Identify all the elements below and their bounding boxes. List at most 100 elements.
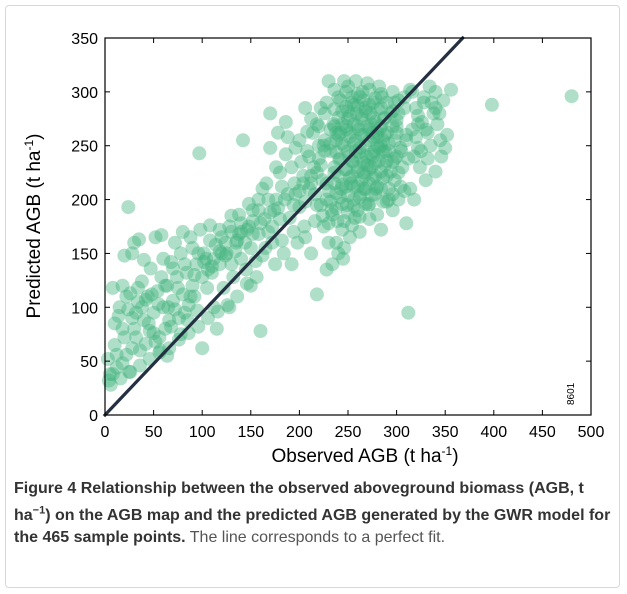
data-point — [166, 293, 180, 308]
data-point — [183, 289, 198, 304]
data-point — [349, 106, 364, 121]
data-point — [210, 304, 225, 319]
data-point — [277, 192, 292, 207]
data-point — [358, 104, 373, 119]
data-point — [183, 230, 198, 245]
data-point — [166, 261, 180, 276]
data-point — [143, 261, 158, 276]
data-point — [350, 203, 365, 218]
data-point — [160, 278, 175, 293]
data-point — [222, 300, 237, 315]
data-point — [132, 232, 146, 247]
data-point — [321, 216, 336, 231]
data-point — [212, 257, 227, 272]
data-point — [323, 122, 338, 137]
data-point — [339, 99, 354, 114]
data-point — [379, 153, 394, 168]
data-point — [418, 173, 433, 188]
data-point — [224, 257, 239, 272]
data-point — [197, 255, 212, 269]
data-point — [341, 188, 355, 203]
data-point — [356, 165, 371, 180]
data-point — [376, 145, 390, 160]
data-point — [327, 176, 342, 191]
data-point — [333, 125, 348, 140]
data-point — [117, 248, 132, 263]
data-point — [420, 125, 435, 140]
data-point — [389, 119, 404, 134]
data-point — [375, 90, 389, 105]
data-point — [418, 122, 433, 137]
data-point — [311, 138, 326, 153]
data-point — [352, 190, 367, 205]
y-tick-label: 100 — [71, 300, 98, 317]
data-point — [169, 270, 184, 285]
data-point — [409, 101, 423, 115]
data-point — [168, 302, 182, 317]
data-point — [181, 298, 196, 313]
data-point — [416, 90, 431, 105]
caption-title: Figure 4 Relationship between the observ… — [14, 480, 611, 547]
data-point — [234, 224, 249, 239]
data-point — [278, 115, 293, 129]
data-point — [368, 187, 383, 202]
data-point — [370, 179, 385, 194]
data-point — [342, 230, 357, 245]
data-point — [287, 176, 302, 191]
data-point — [265, 235, 280, 250]
data-point — [436, 93, 451, 108]
data-point — [329, 235, 344, 250]
data-point — [363, 106, 378, 121]
data-point — [342, 130, 357, 145]
data-point — [179, 265, 194, 280]
data-point — [164, 319, 179, 334]
data-point — [224, 208, 239, 223]
y-tick-label: 150 — [71, 246, 98, 263]
data-point — [370, 207, 385, 222]
data-point — [228, 244, 243, 259]
data-point — [248, 254, 263, 268]
data-point — [232, 207, 247, 222]
data-point — [245, 203, 260, 218]
data-point — [152, 330, 167, 345]
data-point — [411, 140, 425, 155]
data-point — [193, 222, 208, 237]
data-point — [107, 338, 122, 352]
data-point — [208, 237, 223, 252]
data-point — [379, 168, 394, 183]
data-point — [261, 224, 276, 239]
data-point — [339, 179, 354, 194]
data-point — [148, 334, 163, 349]
data-point — [129, 330, 144, 345]
data-point — [444, 82, 458, 97]
data-point — [204, 259, 219, 274]
data-point — [376, 133, 390, 148]
data-point — [168, 235, 182, 250]
data-point — [352, 224, 367, 239]
data-point — [341, 111, 355, 126]
data-point — [187, 268, 202, 282]
data-point — [335, 104, 350, 119]
data-point — [346, 117, 361, 132]
data-point — [131, 294, 145, 309]
data-point — [323, 194, 338, 209]
data-point — [346, 97, 361, 112]
data-point — [206, 251, 221, 266]
data-point — [335, 136, 350, 151]
data-point — [339, 119, 354, 134]
data-point — [428, 164, 443, 179]
data-point — [347, 210, 362, 225]
data-point — [304, 246, 319, 261]
data-point — [343, 176, 358, 191]
data-point — [366, 149, 381, 164]
data-point — [269, 192, 284, 207]
data-point — [123, 286, 138, 301]
data-point — [269, 160, 284, 175]
data-point — [212, 244, 227, 259]
data-point — [232, 227, 247, 241]
data-point — [284, 160, 299, 175]
data-point — [397, 184, 412, 198]
data-point — [309, 287, 324, 302]
data-point — [366, 110, 381, 125]
data-point — [362, 212, 377, 226]
